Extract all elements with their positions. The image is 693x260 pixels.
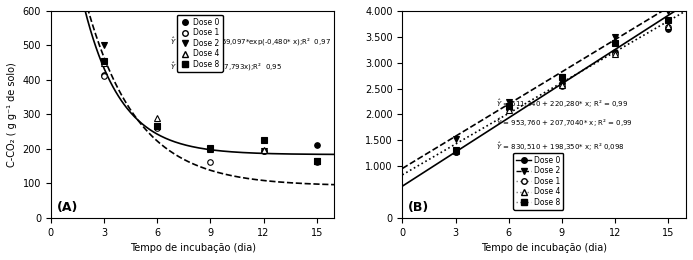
Text: $\hat{Y}$ = 611,340 + 220,280* x; R² = 0,99: $\hat{Y}$ = 611,340 + 220,280* x; R² = 0… [496,98,629,110]
Text: $\hat{Y}$ = 830,510 + 198,350* x; R² 0,098: $\hat{Y}$ = 830,510 + 198,350* x; R² 0,0… [496,140,624,153]
Text: $\hat{Y}$ = 953,760 + 207,7040* x; R² = 0,99: $\hat{Y}$ = 953,760 + 207,7040* x; R² = … [496,116,633,129]
X-axis label: Tempo de incubação (dia): Tempo de incubação (dia) [481,243,607,253]
Text: (A): (A) [56,201,78,214]
Legend: Dose 0, Dose 2, Dose 1, Dose 4, Dose 8: Dose 0, Dose 2, Dose 1, Dose 4, Dose 8 [513,153,563,210]
X-axis label: Tempo de incubação (dia): Tempo de incubação (dia) [130,243,256,253]
Legend: Dose 0, Dose 1, Dose 2, Dose 4, Dose 8: Dose 0, Dose 1, Dose 2, Dose 4, Dose 8 [177,15,223,72]
Text: $\hat{Y}$  183,400  1059,097*exp(-0,480* x);R²  0,97: $\hat{Y}$ 183,400 1059,097*exp(-0,480* x… [170,36,331,48]
Text: (B): (B) [408,201,429,214]
Y-axis label: C-CO₂ ( g g⁻¹ de solo): C-CO₂ ( g g⁻¹ de solo) [7,62,17,167]
Text: $\hat{Y}$  92,138  (1067,793x);R²  0,95: $\hat{Y}$ 92,138 (1067,793x);R² 0,95 [170,61,282,73]
